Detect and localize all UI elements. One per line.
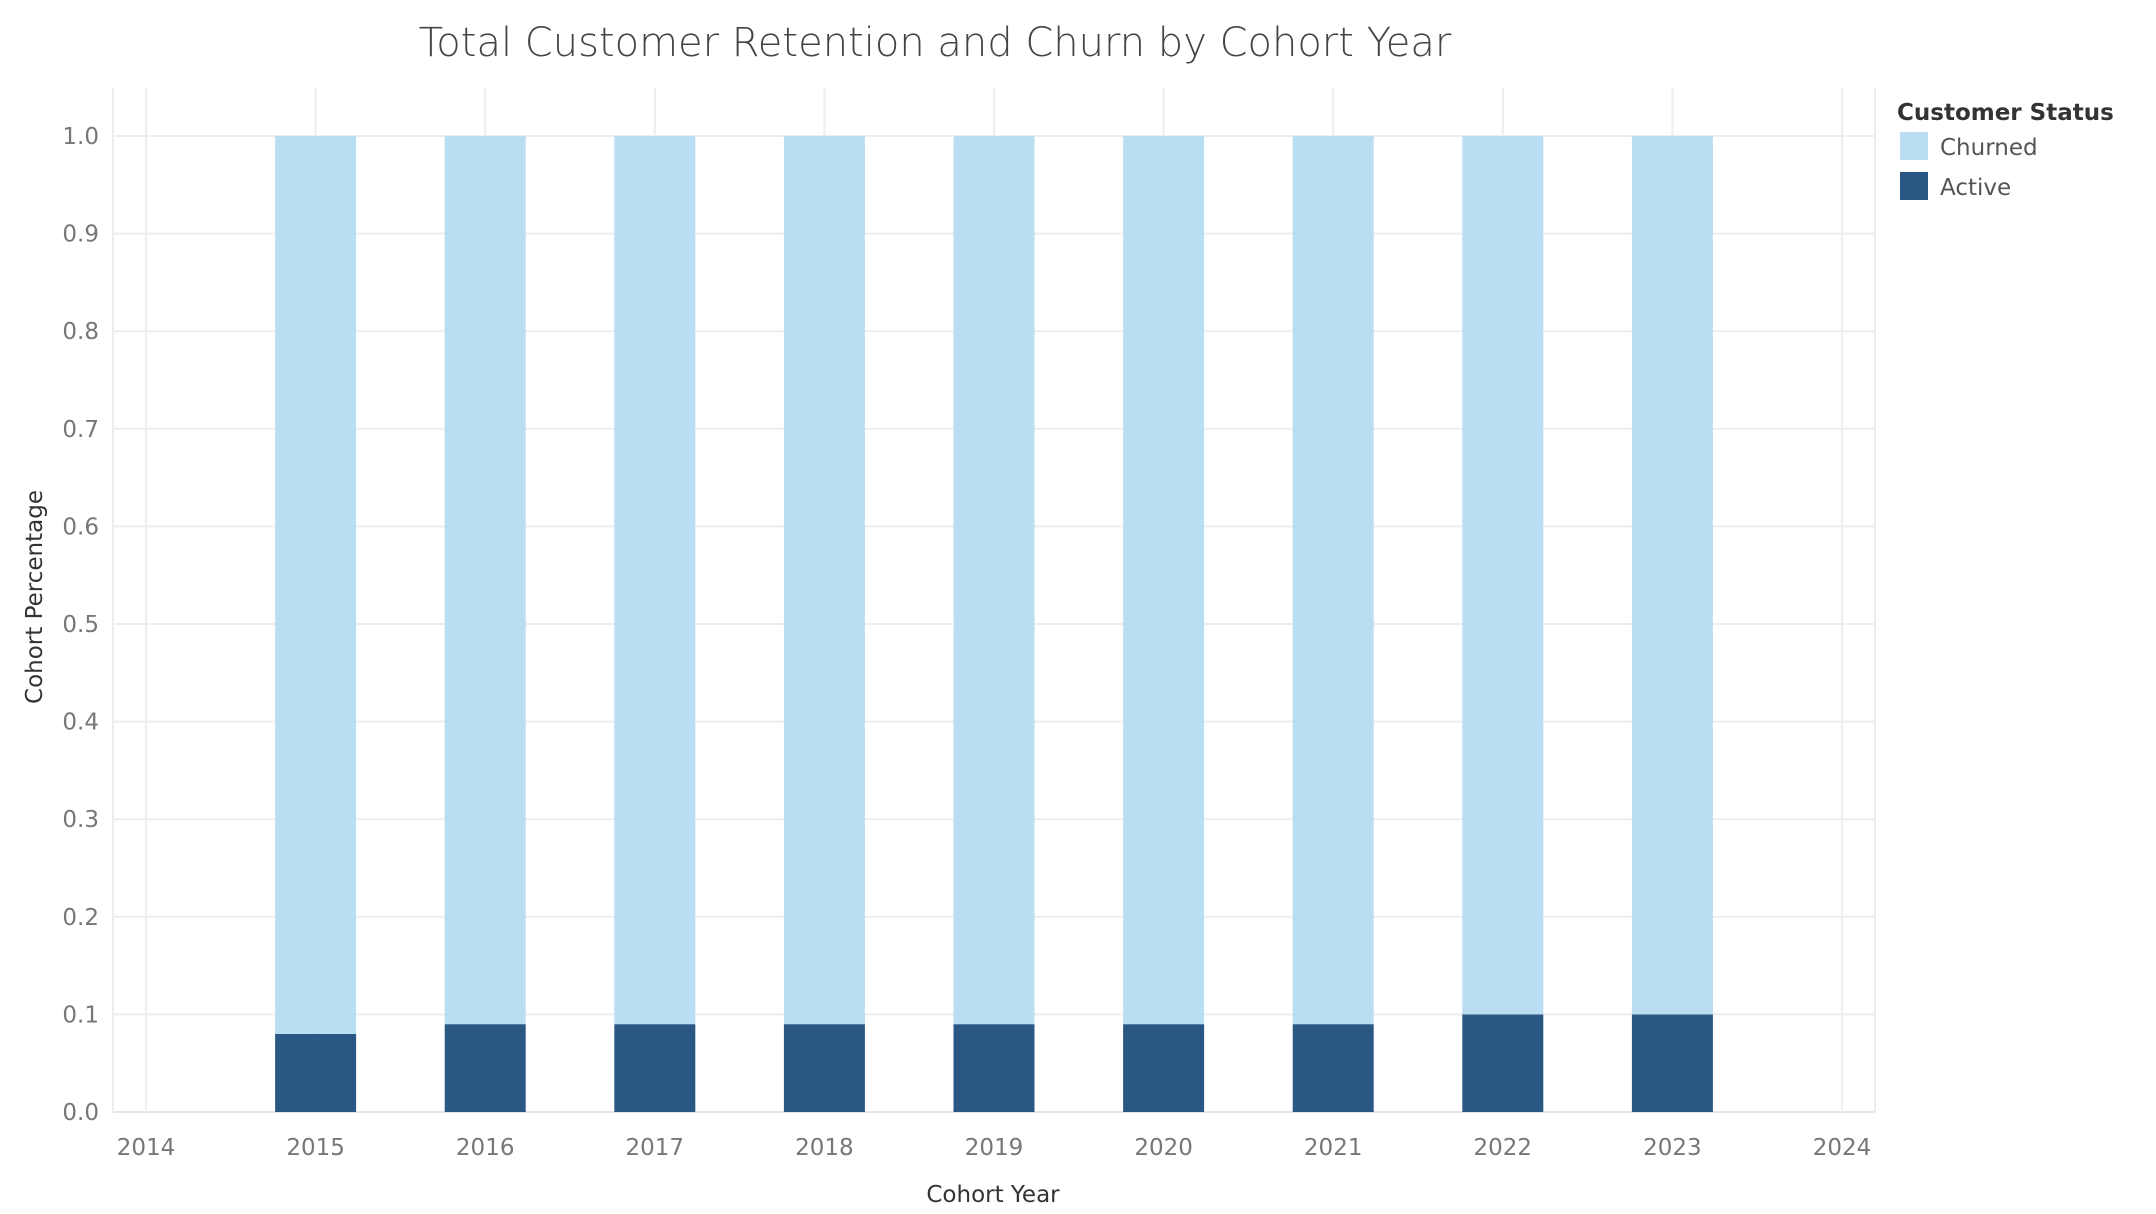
bar-churned-2015 xyxy=(275,136,357,1034)
y-tick-label: 0.0 xyxy=(62,1100,99,1126)
bar-active-2018 xyxy=(783,1024,865,1112)
x-tick-label: 2018 xyxy=(795,1135,854,1161)
bar-active-2023 xyxy=(1631,1014,1713,1112)
legend: Customer Status Churned Active xyxy=(1897,100,2114,201)
y-tick-label: 0.1 xyxy=(62,1002,99,1028)
x-axis-title: Cohort Year xyxy=(926,1182,1060,1208)
x-tick-label: 2015 xyxy=(286,1135,345,1161)
y-tick-label: 0.3 xyxy=(62,807,99,833)
legend-swatch-active xyxy=(1900,172,1928,200)
bar-churned-2018 xyxy=(783,136,865,1025)
y-tick-label: 1.0 xyxy=(62,124,99,150)
bar-active-2020 xyxy=(1123,1024,1205,1112)
y-tick-label: 0.2 xyxy=(62,905,99,931)
y-axis-ticks: 0.0 0.1 0.2 0.3 0.4 0.5 0.6 0.7 0.8 0.9 1.0 xyxy=(62,124,99,1126)
bar-churned-2021 xyxy=(1292,136,1374,1025)
bar-churned-2019 xyxy=(953,136,1035,1025)
x-tick-label: 2017 xyxy=(626,1135,685,1161)
bars xyxy=(275,136,1713,1112)
bar-active-2021 xyxy=(1292,1024,1374,1112)
y-tick-label: 0.8 xyxy=(62,319,99,345)
bar-active-2015 xyxy=(275,1033,357,1112)
legend-title: Customer Status xyxy=(1897,100,2114,126)
x-tick-label: 2022 xyxy=(1474,1135,1533,1161)
x-tick-label: 2023 xyxy=(1643,1135,1702,1161)
x-tick-label: 2019 xyxy=(965,1135,1024,1161)
bar-active-2019 xyxy=(953,1024,1035,1112)
x-tick-label: 2021 xyxy=(1304,1135,1363,1161)
y-tick-label: 0.7 xyxy=(62,417,99,443)
y-axis-title: Cohort Percentage xyxy=(22,490,48,704)
legend-label-churned: Churned xyxy=(1940,135,2038,161)
bar-active-2022 xyxy=(1462,1014,1544,1112)
x-tick-label: 2014 xyxy=(117,1135,176,1161)
y-tick-label: 0.4 xyxy=(62,710,99,736)
y-tick-label: 0.9 xyxy=(62,222,99,248)
x-axis-ticks: 2014 2015 2016 2017 2018 2019 2020 2021 2022 2023… xyxy=(117,1135,1872,1161)
y-tick-label: 0.6 xyxy=(62,514,99,540)
bar-churned-2020 xyxy=(1123,136,1205,1025)
bar-churned-2016 xyxy=(444,136,526,1025)
legend-swatch-churned xyxy=(1900,132,1928,160)
bar-churned-2022 xyxy=(1462,136,1544,1015)
bar-churned-2023 xyxy=(1631,136,1713,1015)
x-tick-label: 2016 xyxy=(456,1135,515,1161)
chart-title: Total Customer Retention and Churn by Co… xyxy=(419,20,1452,66)
bar-active-2016 xyxy=(444,1024,526,1112)
bar-churned-2017 xyxy=(614,136,696,1025)
y-tick-label: 0.5 xyxy=(62,612,99,638)
bar-active-2017 xyxy=(614,1024,696,1112)
x-tick-label: 2024 xyxy=(1813,1135,1872,1161)
legend-label-active: Active xyxy=(1940,175,2011,201)
x-tick-label: 2020 xyxy=(1134,1135,1193,1161)
